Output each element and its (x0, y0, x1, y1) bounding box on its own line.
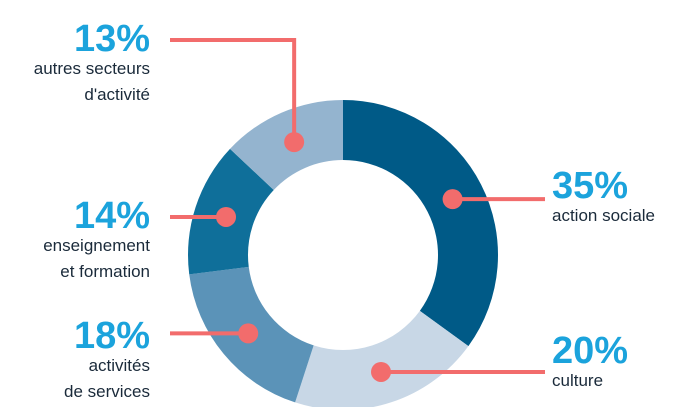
callout-dot (284, 132, 305, 153)
callout-dot (238, 323, 259, 344)
donut-slice (343, 100, 498, 347)
callout-dot (216, 206, 237, 227)
category-label: action sociale (552, 206, 655, 225)
category-label: autres secteurs (34, 59, 150, 78)
category-label: et formation (60, 262, 150, 281)
percent-label: 14% (74, 195, 150, 237)
category-label: enseignement (43, 236, 150, 255)
category-label: de services (64, 382, 150, 401)
callout-dot (442, 189, 463, 210)
callout-dot (371, 361, 392, 382)
category-label: d'activité (84, 85, 150, 104)
percent-label: 20% (552, 330, 628, 372)
category-label: culture (552, 371, 603, 390)
donut-slice (295, 310, 469, 407)
callout-line (170, 38, 297, 143)
percent-label: 13% (74, 18, 150, 60)
percent-label: 35% (552, 165, 628, 207)
percent-label: 18% (74, 315, 150, 357)
category-label: activités (89, 356, 150, 375)
